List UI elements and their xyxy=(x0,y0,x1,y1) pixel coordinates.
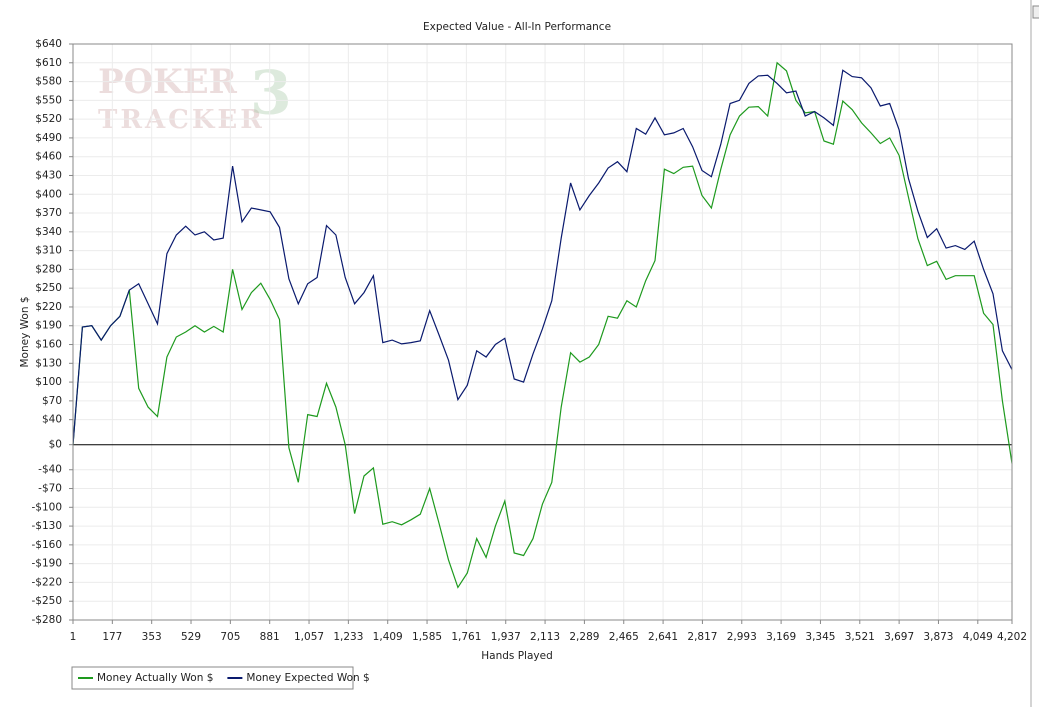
legend-label: Money Expected Won $ xyxy=(246,672,369,684)
x-axis-label: Hands Played xyxy=(481,650,552,662)
y-tick-label: -$40 xyxy=(38,464,62,476)
series-line xyxy=(72,69,1013,445)
y-tick-label: $220 xyxy=(35,301,62,313)
x-tick-label: 1,761 xyxy=(451,631,481,643)
y-tick-label: $40 xyxy=(42,414,62,426)
x-tick-label: 2,641 xyxy=(648,631,678,643)
chart-title: Expected Value - All-In Performance xyxy=(423,21,611,33)
legend-label: Money Actually Won $ xyxy=(97,672,213,684)
y-tick-label: $640 xyxy=(35,38,62,50)
x-tick-label: 3,697 xyxy=(884,631,914,643)
y-tick-label: $430 xyxy=(35,169,62,181)
y-tick-label: $160 xyxy=(35,339,62,351)
x-tick-label: 4,202 xyxy=(997,631,1027,643)
series-line xyxy=(72,61,1013,589)
x-tick-label: 529 xyxy=(181,631,201,643)
x-tick-label: 1,937 xyxy=(491,631,521,643)
y-tick-label: -$100 xyxy=(31,501,62,513)
watermark: TRACKER xyxy=(98,105,265,135)
y-tick-label: $190 xyxy=(35,320,62,332)
y-tick-label: -$220 xyxy=(31,576,62,588)
y-axis-label: Money Won $ xyxy=(19,296,31,367)
x-tick-label: 2,113 xyxy=(530,631,560,643)
y-tick-label: $340 xyxy=(35,226,62,238)
x-tick-label: 705 xyxy=(220,631,240,643)
y-tick-label: $460 xyxy=(35,151,62,163)
y-tick-label: $280 xyxy=(35,263,62,275)
x-tick-label: 2,465 xyxy=(609,631,639,643)
y-tick-label: -$160 xyxy=(31,539,62,551)
x-tick-label: 3,345 xyxy=(805,631,835,643)
legend xyxy=(71,666,354,690)
x-tick-label: 881 xyxy=(260,631,280,643)
y-tick-label: $250 xyxy=(35,282,62,294)
x-tick-label: 3,169 xyxy=(766,631,796,643)
y-tick-label: $130 xyxy=(35,357,62,369)
y-tick-label: $550 xyxy=(35,94,62,106)
y-tick-label: -$190 xyxy=(31,558,62,570)
y-tick-label: -$70 xyxy=(38,483,62,495)
corner-button[interactable] xyxy=(1032,5,1039,19)
x-tick-label: 353 xyxy=(142,631,162,643)
x-tick-label: 1 xyxy=(70,631,77,643)
watermark: 3 xyxy=(250,59,292,129)
y-tick-label: -$250 xyxy=(31,595,62,607)
x-tick-label: 2,289 xyxy=(569,631,599,643)
y-tick-label: -$280 xyxy=(31,614,62,626)
y-tick-label: $580 xyxy=(35,76,62,88)
x-tick-label: 1,057 xyxy=(294,631,324,643)
y-tick-label: $490 xyxy=(35,132,62,144)
x-tick-label: 3,873 xyxy=(923,631,953,643)
y-tick-label: $610 xyxy=(35,57,62,69)
x-tick-label: 1,409 xyxy=(373,631,403,643)
plot-frame xyxy=(72,43,1013,621)
y-tick-label: $310 xyxy=(35,245,62,257)
y-tick-label: $520 xyxy=(35,113,62,125)
x-tick-label: 2,817 xyxy=(687,631,717,643)
x-tick-label: 2,993 xyxy=(727,631,757,643)
x-tick-label: 1,233 xyxy=(333,631,363,643)
y-tick-label: $70 xyxy=(42,395,62,407)
y-tick-label: $400 xyxy=(35,188,62,200)
y-tick-label: $370 xyxy=(35,207,62,219)
y-tick-label: -$130 xyxy=(31,520,62,532)
x-tick-label: 3,521 xyxy=(845,631,875,643)
x-tick-label: 177 xyxy=(102,631,122,643)
y-tick-label: $100 xyxy=(35,376,62,388)
x-tick-label: 4,049 xyxy=(963,631,993,643)
x-tick-label: 1,585 xyxy=(412,631,442,643)
y-tick-label: $0 xyxy=(49,439,62,451)
